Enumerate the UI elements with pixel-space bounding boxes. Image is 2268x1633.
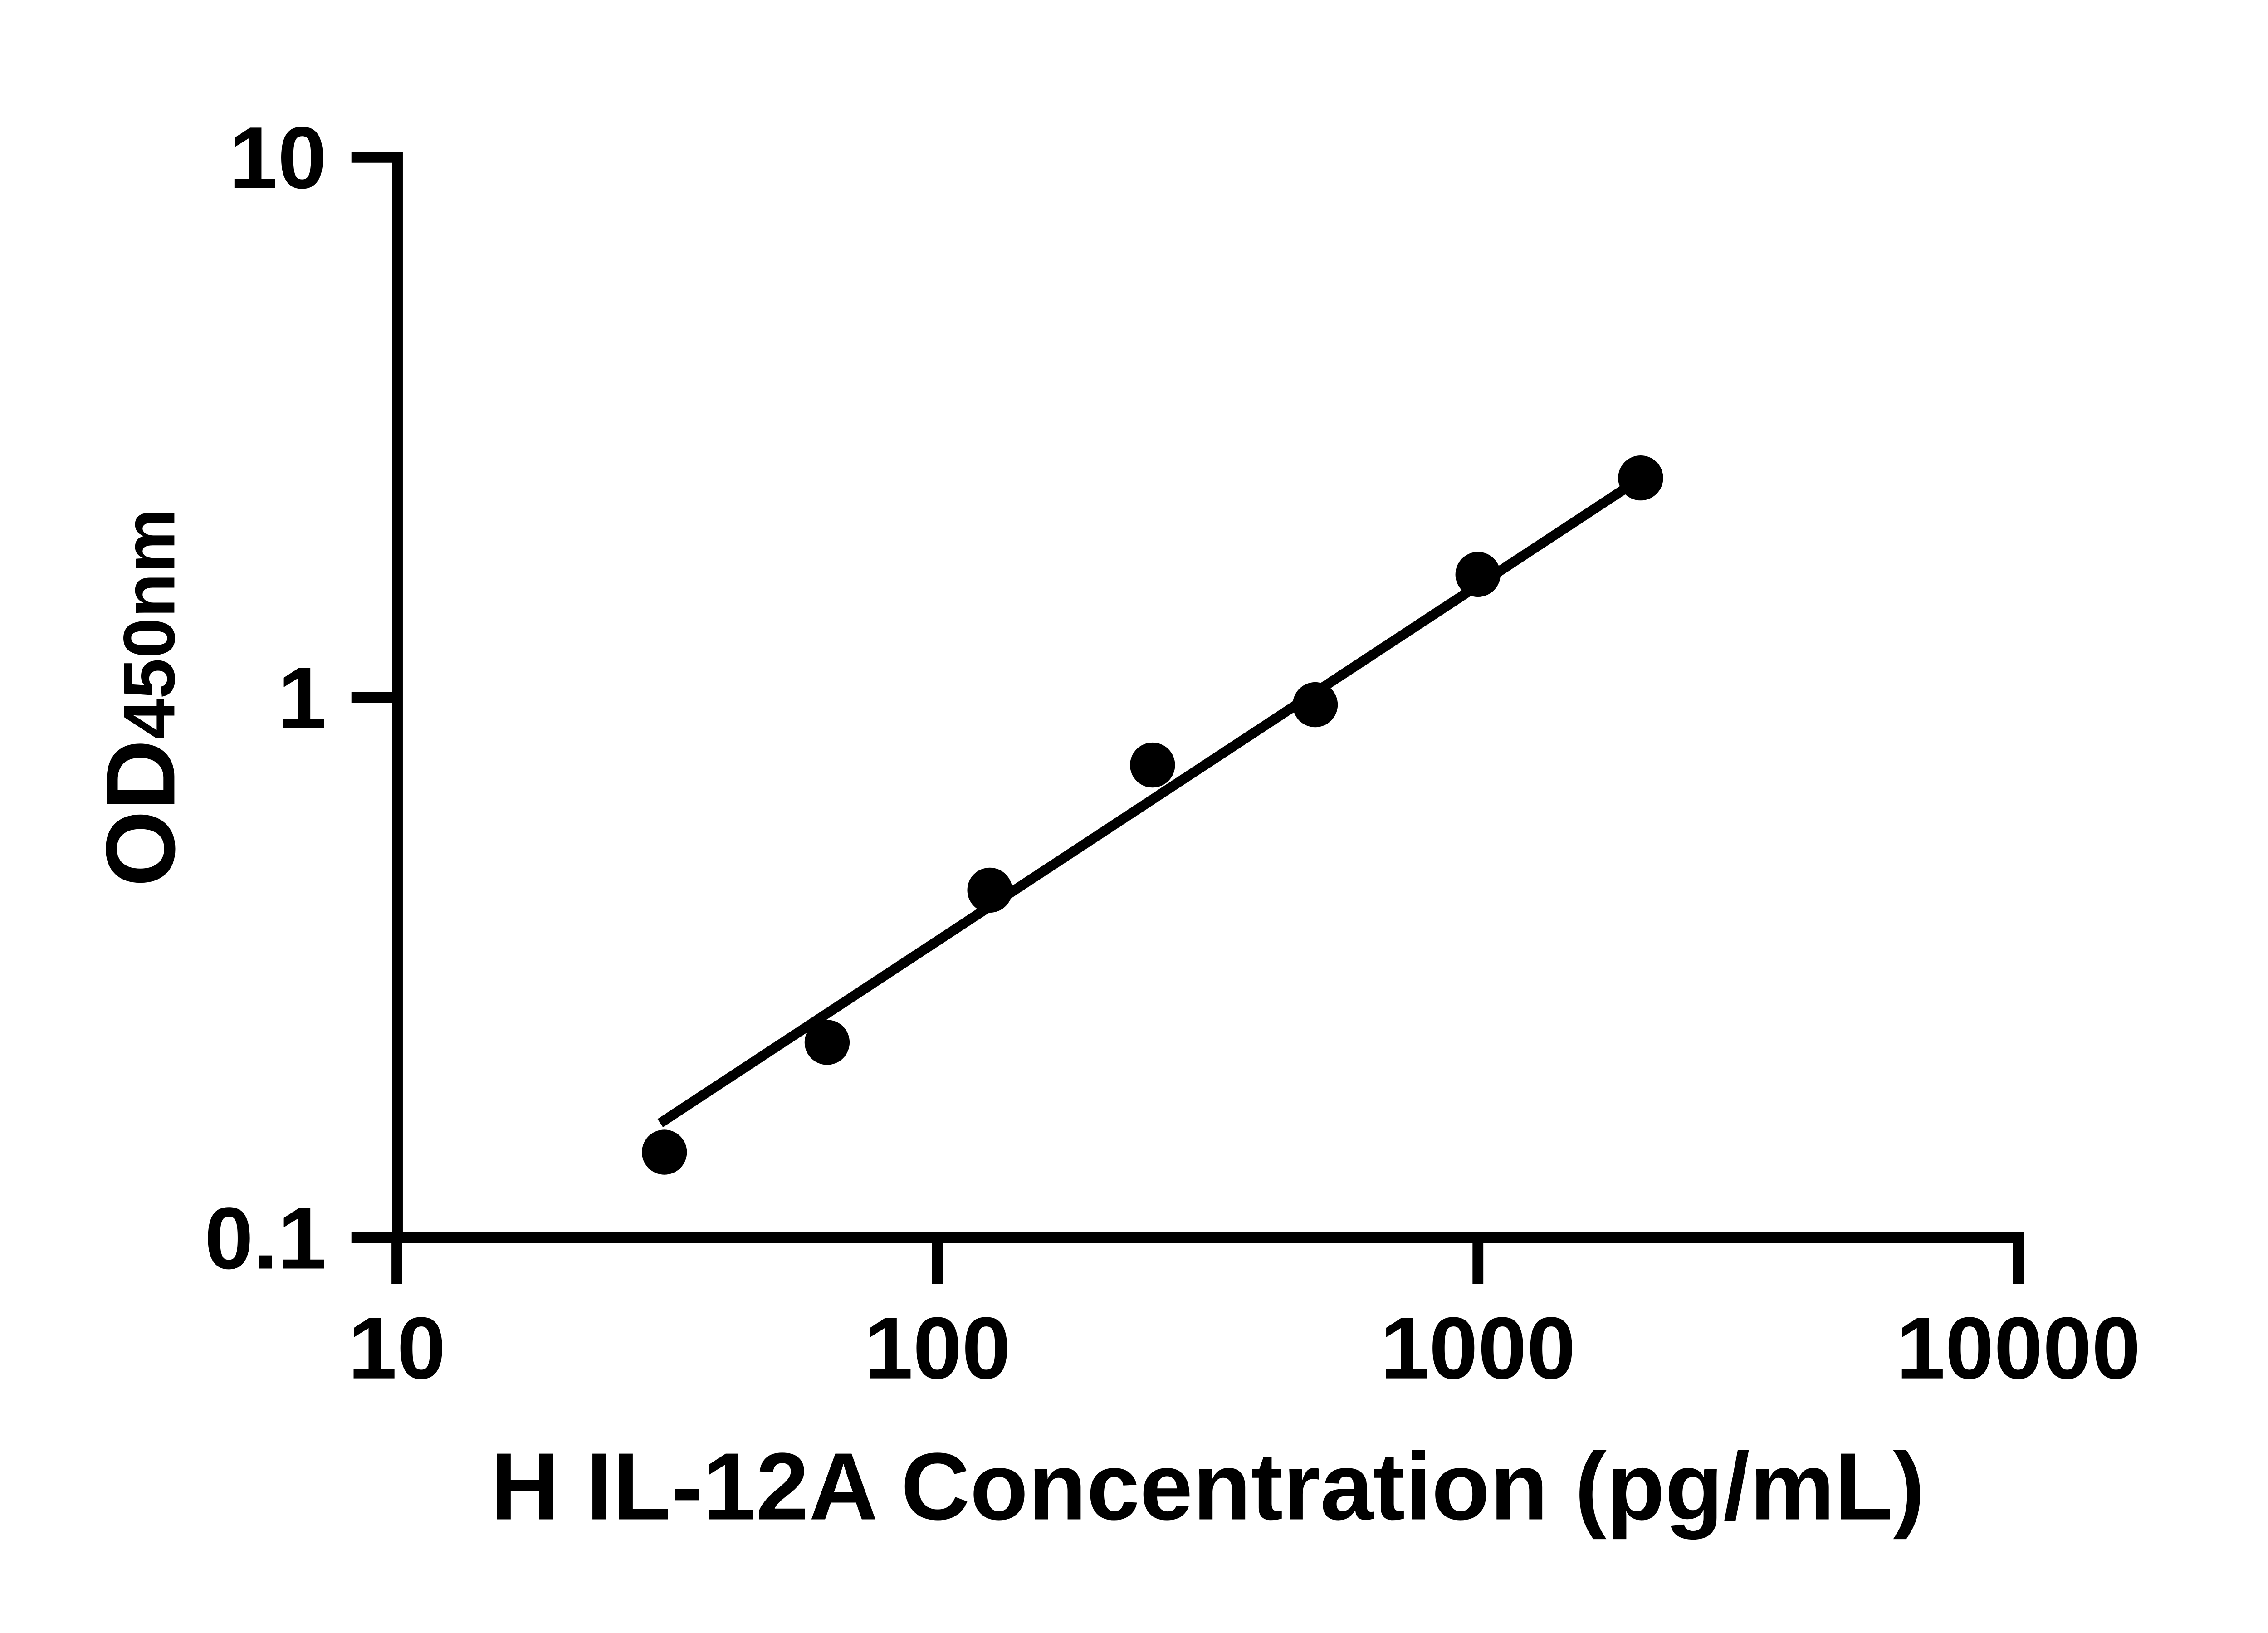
y-tick-label-1: 1 xyxy=(278,650,327,748)
y-axis-title-main: OD xyxy=(85,739,195,887)
x-tick-label-10: 10 xyxy=(348,1300,445,1398)
x-tick-label-10000: 10000 xyxy=(1897,1300,2141,1398)
data-point-1 xyxy=(804,1020,850,1065)
data-point-6 xyxy=(1618,455,1663,501)
data-point-3 xyxy=(1130,742,1175,788)
y-tick-label-10: 10 xyxy=(229,109,327,207)
data-point-5 xyxy=(1455,552,1501,597)
data-point-2 xyxy=(967,867,1012,913)
y-tick-label-0.1: 0.1 xyxy=(205,1189,327,1287)
y-axis-title: OD450nm xyxy=(85,508,195,887)
x-tick-label-1000: 1000 xyxy=(1380,1300,1576,1398)
x-tick-label-100: 100 xyxy=(864,1300,1011,1398)
data-point-4 xyxy=(1292,682,1338,728)
y-axis-title-subscript: 450nm xyxy=(108,508,190,740)
x-axis-title: H IL-12A Concentration (pg/mL) xyxy=(490,1433,1925,1540)
data-point-0 xyxy=(642,1129,687,1175)
